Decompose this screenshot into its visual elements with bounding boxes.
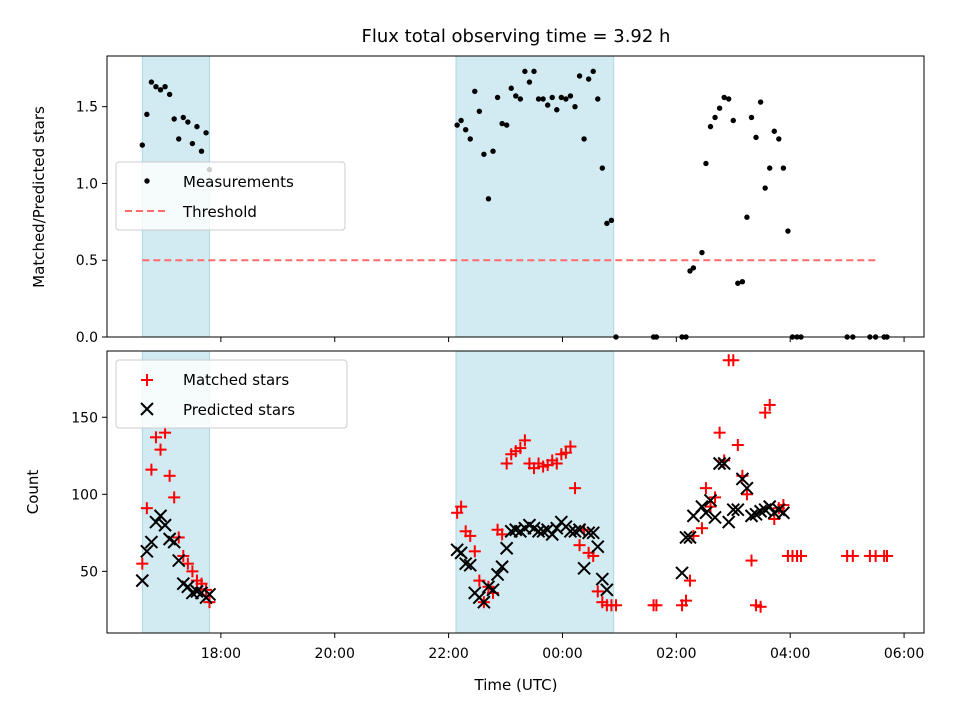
measurement-point [458,118,463,123]
measurement-point [144,112,149,117]
measurement-point [762,185,767,190]
measurement-point [595,96,600,101]
x-tick-label: 06:00 [884,646,924,662]
measurement-point [158,87,163,92]
measurement-point [522,69,527,74]
shaded-interval-2 [456,351,614,633]
measurement-point [162,84,167,89]
y-tick-label: 50 [80,564,98,580]
measurement-point [527,79,532,84]
measurement-point [468,136,473,141]
measurement-point [181,115,186,120]
measurement-point [531,69,536,74]
measurement-point [486,196,491,201]
measurement-point [194,124,199,129]
measurement-point [176,136,181,141]
threshold-legend-label: Threshold [182,203,257,221]
measurement-point [513,93,518,98]
measurement-point [545,102,550,107]
measurement-point [744,215,749,220]
x-tick-label: 22:00 [428,646,468,662]
measurement-point [472,89,477,94]
measurement-point [717,106,722,111]
measurement-point [758,99,763,104]
y-tick-label: 100 [71,487,98,503]
measurement-point [477,109,482,114]
x-tick-label: 00:00 [542,646,582,662]
measurement-point [609,218,614,223]
measurement-point [753,135,758,140]
measurement-point [540,96,545,101]
measurement-point [454,122,459,127]
measurement-point [785,228,790,233]
matched-legend-label: Matched stars [183,371,289,389]
measurement-point [703,161,708,166]
measurement-point [749,115,754,120]
y-tick-label: 1.5 [76,100,98,116]
measurement-point [554,107,559,112]
y-tick-label: 150 [71,410,98,426]
measurement-point [167,92,172,97]
measurement-point [149,79,154,84]
predicted-legend-label: Predicted stars [183,401,295,419]
x-tick-label: 18:00 [201,646,241,662]
measurement-point [581,136,586,141]
y-tick-label: 1.0 [76,176,98,192]
measurement-point [490,149,495,154]
flux-figure: Flux total observing time = 3.92 h 0.0 0.… [0,0,960,720]
top-y-axis-label: Matched/Predicted stars [30,106,48,288]
measurement-legend-marker [144,178,149,183]
measurement-legend-label: Measurements [183,173,294,191]
bottom-legend: Matched stars Predicted stars [116,360,347,428]
chart-title: Flux total observing time = 3.92 h [362,26,671,47]
measurement-point [171,116,176,121]
measurement-point [550,95,555,100]
measurement-point [731,118,736,123]
x-tick-label: 20:00 [315,646,355,662]
measurement-point [504,122,509,127]
measurement-point [572,104,577,109]
measurement-point [509,86,514,91]
measurement-point [190,141,195,146]
measurement-point [495,95,500,100]
shaded-interval-2 [456,56,614,337]
measurement-point [708,124,713,129]
measurement-point [199,149,204,154]
y-tick-label: 0.5 [76,253,98,269]
measurement-point [563,96,568,101]
measurement-point [153,84,158,89]
measurement-point [591,69,596,74]
bottom-y-axis-label: Count [24,470,42,515]
measurement-point [699,250,704,255]
measurement-point [776,136,781,141]
measurement-point [140,142,145,147]
measurement-point [518,96,523,101]
measurement-point [772,129,777,134]
y-tick-label: 0.0 [76,330,98,346]
measurement-point [203,130,208,135]
measurement-point [726,96,731,101]
x-tick-label: 04:00 [770,646,810,662]
measurement-point [604,221,609,226]
measurement-point [691,265,696,270]
measurement-point [185,119,190,124]
measurement-point [767,165,772,170]
measurement-point [481,152,486,157]
measurement-point [740,279,745,284]
top-legend: Measurements Threshold [116,162,345,230]
x-tick-label: 02:00 [656,646,696,662]
measurement-point [463,127,468,132]
measurement-point [781,165,786,170]
measurement-point [712,115,717,120]
measurement-point [586,76,591,81]
measurement-point [577,73,582,78]
measurement-point [568,93,573,98]
measurement-point [600,165,605,170]
x-axis-label: Time (UTC) [474,676,558,694]
